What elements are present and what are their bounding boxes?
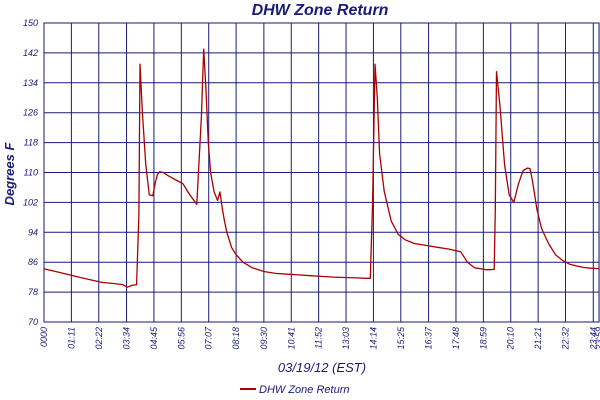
x-tick-label: 15:25 bbox=[396, 326, 406, 350]
x-tick-label: 14:14 bbox=[368, 327, 378, 350]
y-tick-label: 134 bbox=[23, 78, 38, 88]
x-tick-label: 10:41 bbox=[286, 327, 296, 350]
x-axis-title: 03/19/12 (EST) bbox=[278, 360, 366, 375]
series-line-dhw-zone-return bbox=[43, 48, 600, 288]
x-tick-label: 22:32 bbox=[561, 327, 571, 351]
chart-title: DHW Zone Return bbox=[252, 2, 389, 19]
y-tick-label: 126 bbox=[23, 108, 38, 118]
x-tick-label: 17:48 bbox=[451, 327, 461, 350]
plot-frame bbox=[43, 22, 600, 323]
x-tick-label: 01:11 bbox=[66, 327, 76, 349]
x-axis-ticks: 0000 01:11 02:22 03:34 04:45 05:56 07:07 08:18 0… bbox=[39, 326, 600, 351]
y-tick-label: 118 bbox=[24, 138, 38, 148]
x-tick-label: 20:10 bbox=[506, 327, 516, 351]
x-tick-label: 16:37 bbox=[424, 326, 434, 350]
y-tick-label: 102 bbox=[23, 197, 38, 207]
y-tick-label: 110 bbox=[24, 168, 38, 178]
grid-lines bbox=[43, 22, 600, 323]
legend-label: DHW Zone Return bbox=[259, 384, 349, 396]
x-tick-label: 07:07 bbox=[204, 326, 214, 350]
x-tick-label: 13:03 bbox=[341, 327, 351, 350]
x-tick-label: 18:59 bbox=[478, 327, 488, 350]
x-tick-label: 11:52 bbox=[314, 327, 324, 349]
y-tick-label: 78 bbox=[28, 287, 38, 297]
x-tick-label: 02:22 bbox=[94, 327, 104, 350]
x-tick-label: 23:44 bbox=[588, 327, 598, 351]
y-tick-label: 86 bbox=[28, 257, 38, 267]
x-tick-label: 21:21 bbox=[533, 327, 543, 351]
y-axis-ticks: 70 78 86 94 102 110 118 126 134 142 150 bbox=[23, 18, 38, 327]
x-tick-label: 04:45 bbox=[149, 326, 159, 350]
x-tick-label: 08:18 bbox=[231, 327, 241, 350]
y-tick-label: 150 bbox=[23, 18, 38, 28]
y-axis-title: Degrees F bbox=[2, 142, 17, 206]
y-tick-label: 142 bbox=[23, 48, 38, 58]
y-tick-label: 94 bbox=[28, 227, 38, 237]
x-tick-label: 09:30 bbox=[259, 327, 269, 350]
x-tick-label: 0000 bbox=[39, 327, 49, 347]
legend: DHW Zone Return bbox=[240, 384, 349, 396]
x-tick-label: 05:56 bbox=[176, 327, 186, 350]
y-tick-label: 70 bbox=[28, 317, 38, 327]
x-tick-label: 03:34 bbox=[122, 327, 132, 350]
x-tick-label: 23:59 bbox=[594, 327, 600, 351]
